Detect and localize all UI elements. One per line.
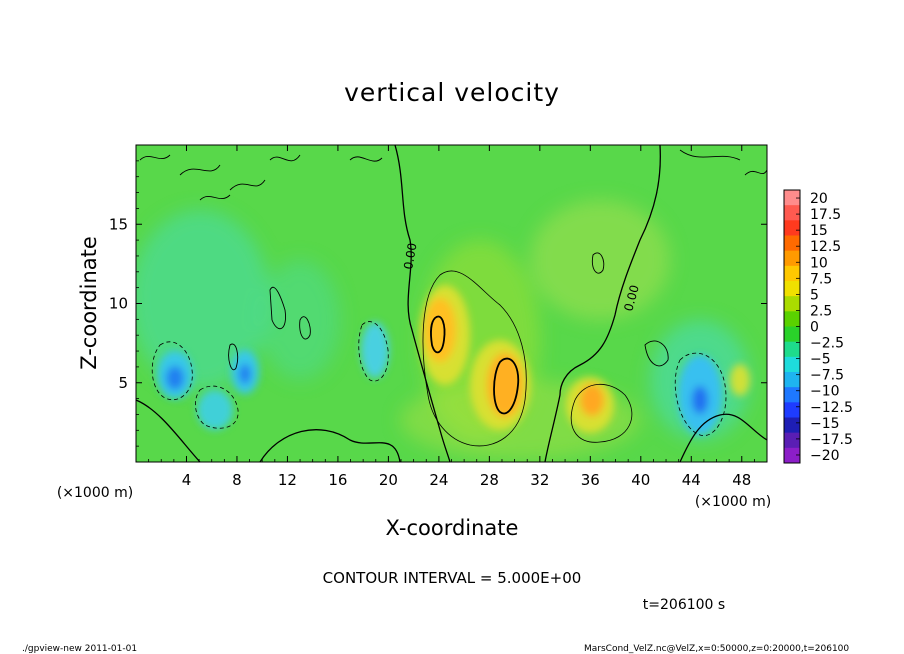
colorbar-swatch [784, 341, 800, 358]
x-tick-label: 24 [429, 471, 448, 489]
colorbar-label: −20 [810, 448, 840, 464]
colorbar-swatch [784, 402, 800, 418]
colorbar-label: 15 [810, 223, 828, 239]
neg-contour-d [674, 352, 727, 436]
colorbar-label: 2.5 [810, 303, 832, 319]
five-contour-right-cell [570, 383, 633, 443]
colorbar-label: −12.5 [810, 400, 853, 416]
colorbar-label: −15 [810, 416, 840, 432]
colorbar-label: 7.5 [810, 271, 832, 287]
colorbar-swatch [784, 296, 800, 312]
colorbar-label: −7.5 [810, 368, 844, 384]
y-tick-label: 10 [109, 295, 128, 313]
colorbar-label: −17.5 [810, 432, 853, 448]
y-tick-label: 5 [118, 374, 128, 392]
x-tick-label: 16 [328, 471, 347, 489]
footer-left: ./gpview-new 2011-01-01 [22, 644, 137, 654]
colorbar-label: −10 [810, 384, 840, 400]
x-tick-label: 12 [278, 471, 297, 489]
colorbar-swatch [784, 265, 800, 282]
ten-contour-a [430, 315, 446, 354]
zero-contour-right [544, 145, 661, 462]
x-tick-label: 4 [182, 471, 192, 489]
contour-label-right: 0.00 [621, 283, 641, 312]
contour-interval-text: CONTOUR INTERVAL = 5.000E+00 [323, 569, 582, 587]
colorbar-swatch [784, 220, 800, 236]
contour-label-left: 0.00 [401, 242, 419, 271]
colorbar-swatch [784, 205, 800, 221]
zero-contour-bottom-right [679, 413, 767, 462]
contour-labels: 0.00 0.00 [401, 242, 642, 313]
x-tick-label: 36 [581, 471, 600, 489]
colorbar-label: 0 [810, 320, 819, 336]
plot-field: 0.00 0.00 [136, 145, 767, 462]
chart-title: vertical velocity [344, 78, 560, 107]
colorbar-swatch [784, 432, 800, 449]
neg-contour-a [151, 341, 193, 401]
colorbar-label: −5 [810, 352, 831, 368]
colorbar-label: 12.5 [810, 239, 841, 255]
colorbar-swatch [784, 372, 800, 388]
colorbar-swatch [784, 281, 800, 297]
x-tick-label: 8 [232, 471, 242, 489]
y-tick-label: 15 [109, 215, 128, 233]
zero-contour-bottom-left [136, 399, 401, 462]
colorbar-swatch [784, 447, 800, 464]
colorbar-swatch [784, 417, 800, 434]
colorbar-label: 10 [810, 255, 828, 271]
colorbar-swatch [784, 235, 800, 252]
x-tick-label: 20 [379, 471, 398, 489]
time-text: t=206100 s [643, 597, 725, 613]
x-tick-label: 28 [480, 471, 499, 489]
noise-contours-top [139, 149, 767, 201]
colorbar-label: 20 [810, 191, 828, 207]
neg-contour-b [195, 385, 239, 429]
x-axis-label: X-coordinate [386, 516, 519, 540]
colorbar-swatch [784, 190, 800, 206]
x-tick-label: 40 [631, 471, 650, 489]
contour-lines [136, 145, 767, 462]
ten-contour-b [493, 357, 520, 415]
footer-right: MarsCond_VelZ.nc@VelZ,x=0:50000,z=0:2000… [584, 644, 849, 654]
x-tick-label: 32 [530, 471, 549, 489]
colorbar-label: 17.5 [810, 207, 841, 223]
colorbar-swatch [784, 311, 800, 327]
y-ticks: 5 10 15 [109, 160, 767, 447]
x-unit-left: (×1000 m) [57, 485, 133, 501]
colorbar-swatch [784, 326, 800, 343]
noise-contours-mid [228, 252, 669, 371]
colorbar-labels: 2017.51512.5107.552.50−2.5−5−7.5−10−12.5… [796, 191, 853, 464]
colorbar-swatch [784, 250, 800, 267]
colorbar-label: −2.5 [810, 336, 844, 352]
field-cells [157, 285, 750, 435]
five-contour-left-cell [422, 270, 527, 447]
x-tick-label: 44 [682, 471, 701, 489]
y-axis-label: Z-coordinate [77, 236, 101, 370]
zero-contour-left [394, 145, 451, 462]
colorbar-swatch [784, 387, 800, 403]
colorbar-label: 5 [810, 287, 819, 303]
x-ticks: 4 8 12 16 20 24 28 32 36 40 44 48 [148, 145, 755, 489]
neg-contour-c [358, 321, 389, 382]
x-unit-right: (×1000 m) [695, 494, 771, 510]
x-tick-label: 48 [732, 471, 751, 489]
colorbar-swatch [784, 356, 800, 373]
